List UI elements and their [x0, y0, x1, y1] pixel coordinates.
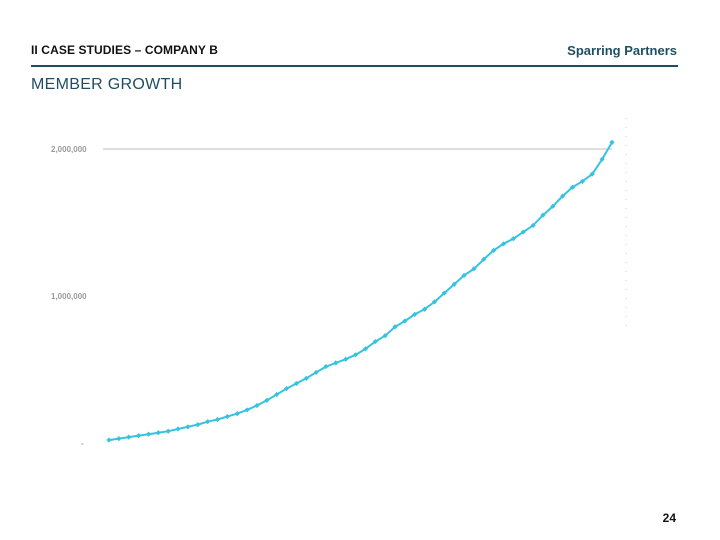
data-point [461, 272, 467, 279]
data-point [195, 422, 201, 428]
data-point [175, 426, 181, 432]
data-point [520, 229, 526, 235]
data-point [126, 434, 132, 440]
data-point [214, 416, 221, 423]
y-tick-label: 1,000,000 [51, 292, 87, 301]
page-title: MEMBER GROWTH [31, 76, 183, 93]
data-point [343, 356, 349, 362]
data-point [135, 433, 142, 439]
data-point [165, 428, 171, 434]
data-point [323, 363, 329, 370]
data-point [382, 333, 388, 339]
data-point [510, 236, 516, 242]
data-point [224, 413, 230, 420]
data-point [116, 435, 122, 442]
data-point [422, 306, 428, 312]
data-point [205, 419, 211, 425]
y-tick-label: 2,000,000 [51, 145, 87, 154]
data-point [274, 391, 280, 398]
data-point [599, 156, 605, 162]
data-point [569, 184, 576, 190]
data-point [264, 397, 270, 403]
data-point [392, 324, 398, 330]
data-point [609, 139, 615, 145]
data-point [560, 193, 566, 199]
data-point [185, 424, 191, 430]
data-point [352, 352, 359, 358]
data-point [283, 386, 290, 392]
data-point [293, 380, 299, 387]
data-point [431, 299, 438, 305]
data-point [106, 437, 112, 443]
data-point [402, 318, 408, 324]
data-point [372, 338, 378, 345]
data-point [155, 430, 161, 436]
data-point [530, 222, 536, 229]
data-point [451, 281, 457, 287]
data-point [303, 375, 309, 381]
data-point [362, 346, 369, 352]
data-point [579, 178, 586, 184]
series-line [108, 141, 613, 442]
data-point [500, 241, 507, 247]
section-title: II CASE STUDIES – COMPANY B [31, 43, 218, 57]
data-point [481, 256, 487, 262]
data-point [254, 402, 260, 409]
page-number: 24 [662, 511, 676, 525]
data-point [491, 247, 497, 254]
data-point [471, 266, 477, 272]
data-point [540, 212, 546, 218]
data-point [550, 203, 556, 209]
data-point [441, 290, 447, 296]
data-point [412, 311, 418, 317]
data-point [234, 411, 240, 417]
y-tick-label: - [81, 439, 84, 448]
data-point [333, 360, 339, 366]
data-point [313, 369, 319, 376]
data-point [244, 407, 250, 413]
data-point [145, 431, 152, 437]
header-divider [31, 65, 678, 67]
data-point [589, 171, 595, 177]
brand-name: Sparring Partners [567, 43, 677, 58]
